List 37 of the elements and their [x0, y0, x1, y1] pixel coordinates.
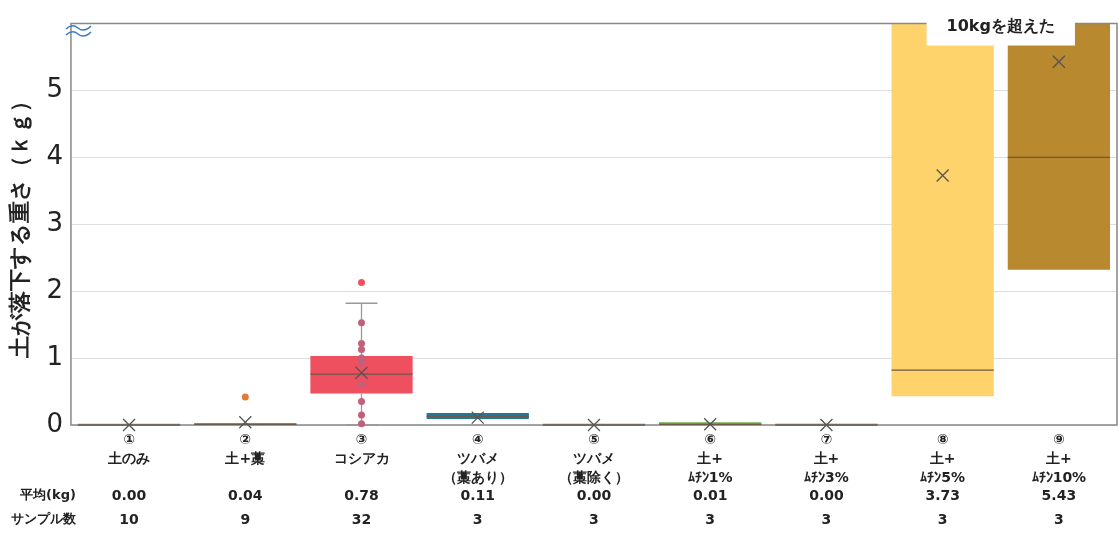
text: 0.11 [460, 486, 496, 503]
x-tick-label: ⑨ 土+ ﾑﾁﾝ10% [1031, 430, 1087, 485]
x-tick-label: ① 土のみ [107, 430, 151, 466]
x-tick-label: ② 土+藁 [224, 430, 266, 466]
x-tick-label: ⑤ ツバメ（藁除く） [558, 430, 629, 485]
text: 0.00 [111, 486, 147, 503]
y-axis-title: 土が落下する重さ（ｋｇ） [6, 90, 32, 360]
y-tick-label: 4 [46, 140, 63, 171]
y-tick-label: 1 [46, 340, 63, 371]
text: 3 [705, 510, 716, 527]
text: 0.00 [576, 486, 612, 503]
text: 0.04 [228, 486, 263, 503]
y-tick-label: 5 [46, 73, 63, 104]
x-tick-label: ④ ツバメ（藁あり） [442, 430, 513, 485]
x-tick-label: ③ コシアカ [333, 430, 390, 466]
text: 3 [589, 510, 599, 527]
text: 0.01 [692, 486, 728, 503]
annotation: 10kgを超えた [946, 15, 1055, 35]
text: 0.00 [809, 486, 844, 503]
text: 3 [1054, 510, 1064, 527]
y-tick-label: 2 [46, 273, 63, 304]
text: 平均(kg) [19, 487, 76, 503]
text: 3.73 [925, 486, 960, 503]
y-tick-label: 3 [46, 207, 63, 238]
text: 10 [119, 510, 140, 527]
text: 0.78 [344, 486, 379, 503]
x-tick-label: ⑥ 土+ ﾑﾁﾝ1% [687, 430, 733, 485]
text: 9 [240, 510, 251, 527]
text: 3 [821, 510, 832, 527]
y-tick-label: 0 [46, 407, 63, 438]
text: 3 [472, 510, 483, 527]
text: 3 [937, 510, 948, 527]
x-tick-label: ⑧ 土+ ﾑﾁﾝ5% [920, 430, 966, 485]
text: 5.43 [1041, 486, 1077, 503]
text: サンプル数 [10, 511, 77, 527]
text: 32 [351, 510, 372, 527]
x-tick-label: ⑦ 土+ ﾑﾁﾝ3% [804, 430, 849, 485]
